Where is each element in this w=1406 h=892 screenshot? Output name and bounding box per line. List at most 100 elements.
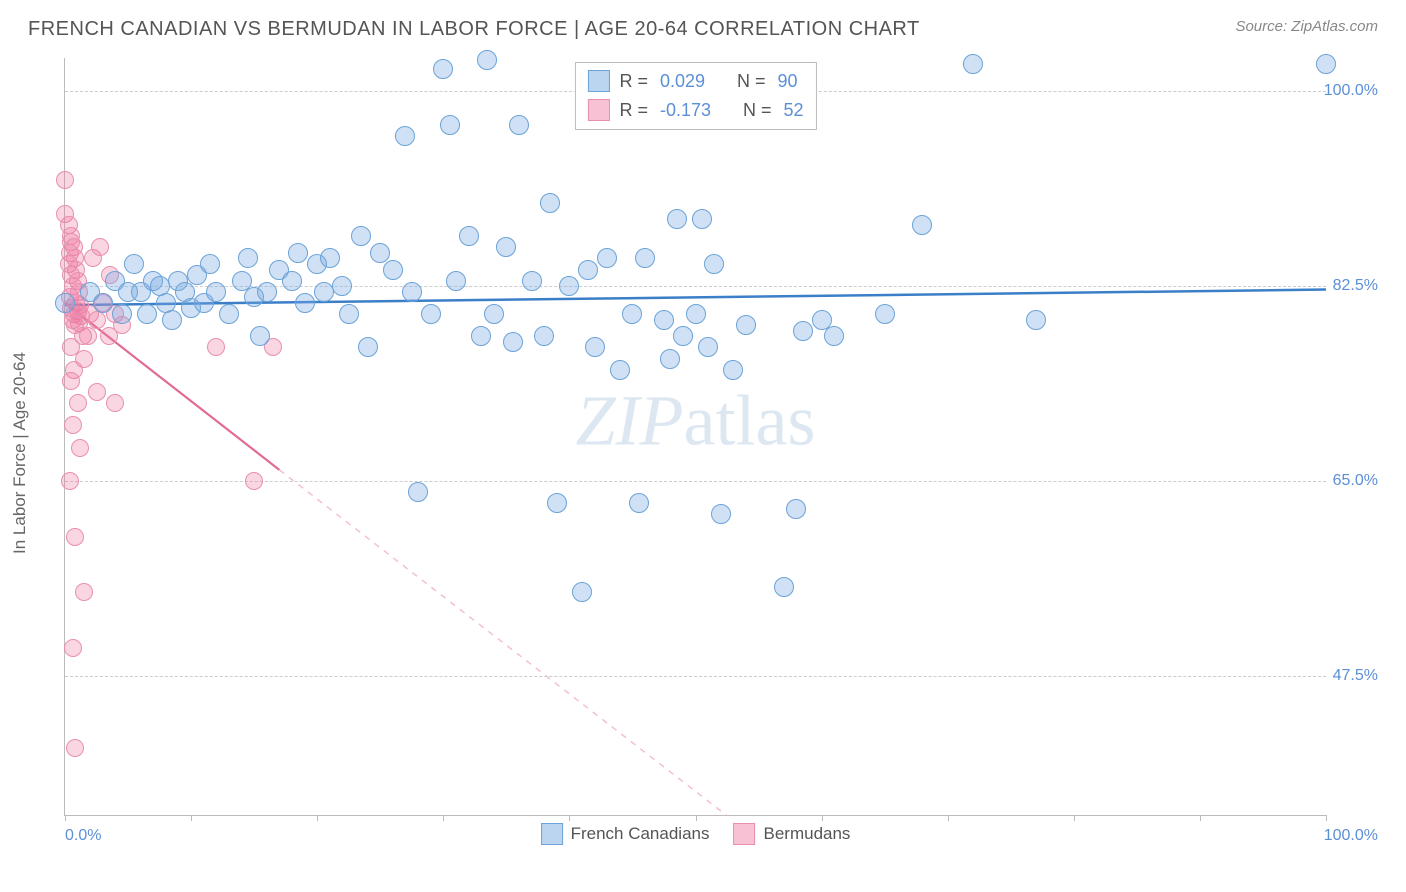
data-point-pink — [88, 311, 106, 329]
watermark: ZIPatlas — [576, 380, 816, 463]
data-point-pink — [245, 472, 263, 490]
data-point-blue — [572, 582, 592, 602]
stats-box: R = 0.029 N = 90 R = -0.173 N = 52 — [574, 62, 816, 130]
x-tick — [1326, 815, 1327, 821]
legend: French Canadians Bermudans — [541, 823, 851, 845]
data-point-blue — [471, 326, 491, 346]
data-point-blue — [793, 321, 813, 341]
data-point-blue — [383, 260, 403, 280]
data-point-blue — [206, 282, 226, 302]
data-point-blue — [446, 271, 466, 291]
data-point-blue — [736, 315, 756, 335]
x-axis-max-label: 100.0% — [1324, 827, 1378, 845]
r-label: R = — [619, 96, 648, 125]
x-tick — [1074, 815, 1075, 821]
data-point-pink — [62, 372, 80, 390]
data-point-blue — [433, 59, 453, 79]
data-point-blue — [421, 304, 441, 324]
stats-row-pink: R = -0.173 N = 52 — [587, 96, 803, 125]
data-point-blue — [704, 254, 724, 274]
data-point-pink — [71, 439, 89, 457]
x-tick — [948, 815, 949, 821]
data-point-pink — [207, 338, 225, 356]
gridline — [65, 676, 1326, 677]
data-point-blue — [635, 248, 655, 268]
data-point-blue — [912, 215, 932, 235]
y-tick-label: 47.5% — [1333, 667, 1378, 685]
data-point-blue — [559, 276, 579, 296]
data-point-blue — [509, 115, 529, 135]
data-point-blue — [1026, 310, 1046, 330]
y-tick-label: 82.5% — [1333, 277, 1378, 295]
data-point-blue — [585, 337, 605, 357]
data-point-pink — [75, 583, 93, 601]
data-point-blue — [112, 304, 132, 324]
data-point-blue — [597, 248, 617, 268]
data-point-blue — [686, 304, 706, 324]
data-point-blue — [332, 276, 352, 296]
x-tick — [317, 815, 318, 821]
data-point-blue — [200, 254, 220, 274]
legend-label: Bermudans — [763, 824, 850, 844]
data-point-blue — [534, 326, 554, 346]
data-point-blue — [654, 310, 674, 330]
data-point-blue — [667, 209, 687, 229]
data-point-blue — [610, 360, 630, 380]
data-point-blue — [257, 282, 277, 302]
n-label: N = — [737, 67, 766, 96]
data-point-blue — [723, 360, 743, 380]
data-point-blue — [288, 243, 308, 263]
swatch-blue-icon — [541, 823, 563, 845]
data-point-blue — [503, 332, 523, 352]
data-point-blue — [295, 293, 315, 313]
data-point-blue — [522, 271, 542, 291]
data-point-pink — [64, 416, 82, 434]
source-label: Source: ZipAtlas.com — [1235, 18, 1378, 35]
n-value: 90 — [778, 67, 798, 96]
data-point-blue — [660, 349, 680, 369]
data-point-blue — [395, 126, 415, 146]
y-axis-label: In Labor Force | Age 20-64 — [10, 352, 30, 554]
trend-lines — [65, 58, 1326, 815]
data-point-pink — [88, 383, 106, 401]
data-point-blue — [339, 304, 359, 324]
x-tick — [822, 815, 823, 821]
data-point-blue — [459, 226, 479, 246]
x-tick — [65, 815, 66, 821]
legend-item-blue: French Canadians — [541, 823, 710, 845]
data-point-blue — [250, 326, 270, 346]
data-point-blue — [320, 248, 340, 268]
swatch-pink-icon — [733, 823, 755, 845]
data-point-blue — [875, 304, 895, 324]
data-point-blue — [774, 577, 794, 597]
n-value: 52 — [784, 96, 804, 125]
y-tick-label: 65.0% — [1333, 472, 1378, 490]
data-point-blue — [824, 326, 844, 346]
data-point-blue — [1316, 54, 1336, 74]
data-point-blue — [351, 226, 371, 246]
data-point-pink — [66, 528, 84, 546]
legend-item-pink: Bermudans — [733, 823, 850, 845]
data-point-blue — [629, 493, 649, 513]
y-tick-label: 100.0% — [1324, 82, 1378, 100]
plot-area: R = 0.029 N = 90 R = -0.173 N = 52 ZIPat… — [64, 58, 1326, 816]
data-point-pink — [69, 394, 87, 412]
data-point-blue — [219, 304, 239, 324]
data-point-blue — [408, 482, 428, 502]
x-tick — [191, 815, 192, 821]
data-point-blue — [282, 271, 302, 291]
data-point-blue — [622, 304, 642, 324]
r-value: 0.029 — [660, 67, 705, 96]
data-point-blue — [358, 337, 378, 357]
data-point-blue — [963, 54, 983, 74]
x-tick — [1200, 815, 1201, 821]
data-point-blue — [496, 237, 516, 257]
data-point-blue — [578, 260, 598, 280]
swatch-blue-icon — [587, 70, 609, 92]
data-point-blue — [673, 326, 693, 346]
stats-row-blue: R = 0.029 N = 90 — [587, 67, 803, 96]
chart-container: In Labor Force | Age 20-64 R = 0.029 N =… — [28, 58, 1378, 848]
data-point-blue — [402, 282, 422, 302]
data-point-pink — [61, 472, 79, 490]
data-point-blue — [55, 293, 75, 313]
